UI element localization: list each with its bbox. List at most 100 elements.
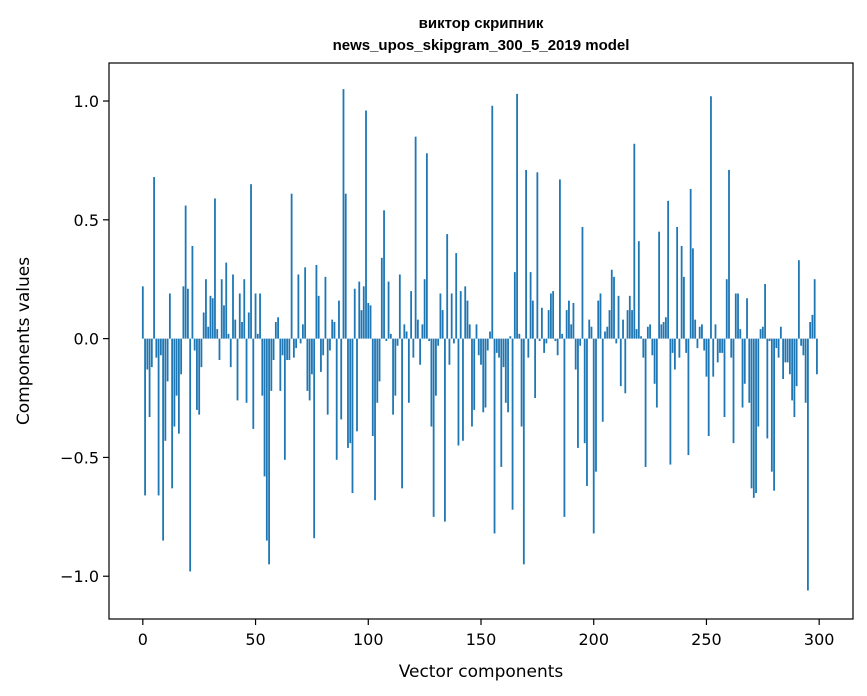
bar-160 xyxy=(502,338,505,368)
bar-223 xyxy=(644,338,647,467)
bar-114 xyxy=(398,274,401,339)
bar-290 xyxy=(795,338,798,387)
bar-206 xyxy=(606,326,609,339)
bar-283 xyxy=(779,326,782,339)
bar-84 xyxy=(331,319,334,339)
bar-56 xyxy=(268,338,270,565)
bar-130 xyxy=(435,338,437,396)
bar-288 xyxy=(791,338,794,401)
bar-242 xyxy=(687,338,690,456)
bar-277 xyxy=(766,338,769,439)
bar-108 xyxy=(385,338,388,341)
bar-87 xyxy=(338,300,340,339)
bar-120 xyxy=(412,338,415,358)
bar-173 xyxy=(531,300,534,339)
bar-299 xyxy=(816,338,818,375)
bar-214 xyxy=(624,338,627,394)
bar-28 xyxy=(205,279,207,339)
bar-23 xyxy=(193,338,196,351)
bar-77 xyxy=(315,264,318,339)
bar-129 xyxy=(432,338,435,517)
bar-35 xyxy=(220,279,223,339)
bar-270 xyxy=(750,338,753,489)
bar-166 xyxy=(516,93,518,339)
bar-58 xyxy=(272,338,275,360)
bar-167 xyxy=(518,333,521,339)
bar-26 xyxy=(200,338,203,368)
bar-36 xyxy=(223,305,225,339)
bar-39 xyxy=(229,338,232,368)
bar-256 xyxy=(719,338,721,353)
bar-252 xyxy=(710,96,712,339)
bar-42 xyxy=(236,338,239,401)
bar-89 xyxy=(342,89,345,339)
bar-280 xyxy=(773,338,775,491)
y-tick-label: −0.5 xyxy=(60,448,99,467)
bar-228 xyxy=(655,338,658,408)
bar-110 xyxy=(389,333,392,339)
bar-203 xyxy=(599,293,602,339)
bar-102 xyxy=(371,338,374,437)
bar-298 xyxy=(813,279,816,339)
bar-227 xyxy=(653,338,656,384)
bar-147 xyxy=(473,338,476,410)
bar-273 xyxy=(757,338,760,427)
bar-293 xyxy=(802,338,805,356)
bar-220 xyxy=(637,241,640,339)
bar-190 xyxy=(570,324,573,339)
bar-176 xyxy=(538,338,541,341)
bar-294 xyxy=(804,338,807,403)
bar-261 xyxy=(730,338,733,358)
bar-98 xyxy=(362,286,365,339)
bar-0 xyxy=(141,286,144,339)
bar-34 xyxy=(218,338,221,360)
bar-162 xyxy=(507,338,509,413)
bar-63 xyxy=(283,338,286,460)
bar-100 xyxy=(367,302,370,339)
bar-243 xyxy=(689,188,692,339)
bar-40 xyxy=(232,274,234,339)
bar-177 xyxy=(540,307,543,339)
bar-281 xyxy=(775,338,778,349)
bar-266 xyxy=(741,338,744,408)
bar-83 xyxy=(329,338,331,351)
bar-12 xyxy=(168,293,171,339)
bar-94 xyxy=(353,288,356,339)
y-tick-label: −1.0 xyxy=(60,567,99,586)
bar-262 xyxy=(732,338,735,444)
bar-236 xyxy=(673,338,676,370)
bar-126 xyxy=(425,153,428,339)
bar-75 xyxy=(311,338,313,375)
bar-52 xyxy=(259,293,261,339)
bar-255 xyxy=(716,338,719,363)
y-tick-label: 0.0 xyxy=(74,330,99,349)
bar-183 xyxy=(554,338,557,341)
bar-152 xyxy=(484,338,487,408)
bar-37 xyxy=(225,262,228,339)
bar-207 xyxy=(608,310,611,339)
bar-133 xyxy=(441,310,444,339)
bar-263 xyxy=(734,293,737,339)
bar-231 xyxy=(662,321,665,339)
bar-287 xyxy=(788,338,791,375)
bar-10 xyxy=(164,338,167,441)
bar-91 xyxy=(347,338,349,448)
bar-254 xyxy=(714,324,717,339)
bar-44 xyxy=(241,321,243,339)
bar-163 xyxy=(509,336,512,339)
bar-38 xyxy=(227,333,230,339)
bar-88 xyxy=(340,338,343,420)
bar-47 xyxy=(247,312,250,339)
bar-174 xyxy=(534,338,537,399)
chart-subtitle: news_upos_skipgram_300_5_2019 model xyxy=(333,37,630,54)
bar-29 xyxy=(207,326,210,339)
bar-194 xyxy=(579,338,582,346)
bar-82 xyxy=(326,338,329,415)
bar-141 xyxy=(459,291,462,339)
bar-41 xyxy=(234,319,237,339)
bar-18 xyxy=(182,286,185,339)
bar-90 xyxy=(344,193,347,339)
bar-245 xyxy=(694,319,697,339)
bar-16 xyxy=(177,338,180,434)
bar-32 xyxy=(214,198,216,339)
